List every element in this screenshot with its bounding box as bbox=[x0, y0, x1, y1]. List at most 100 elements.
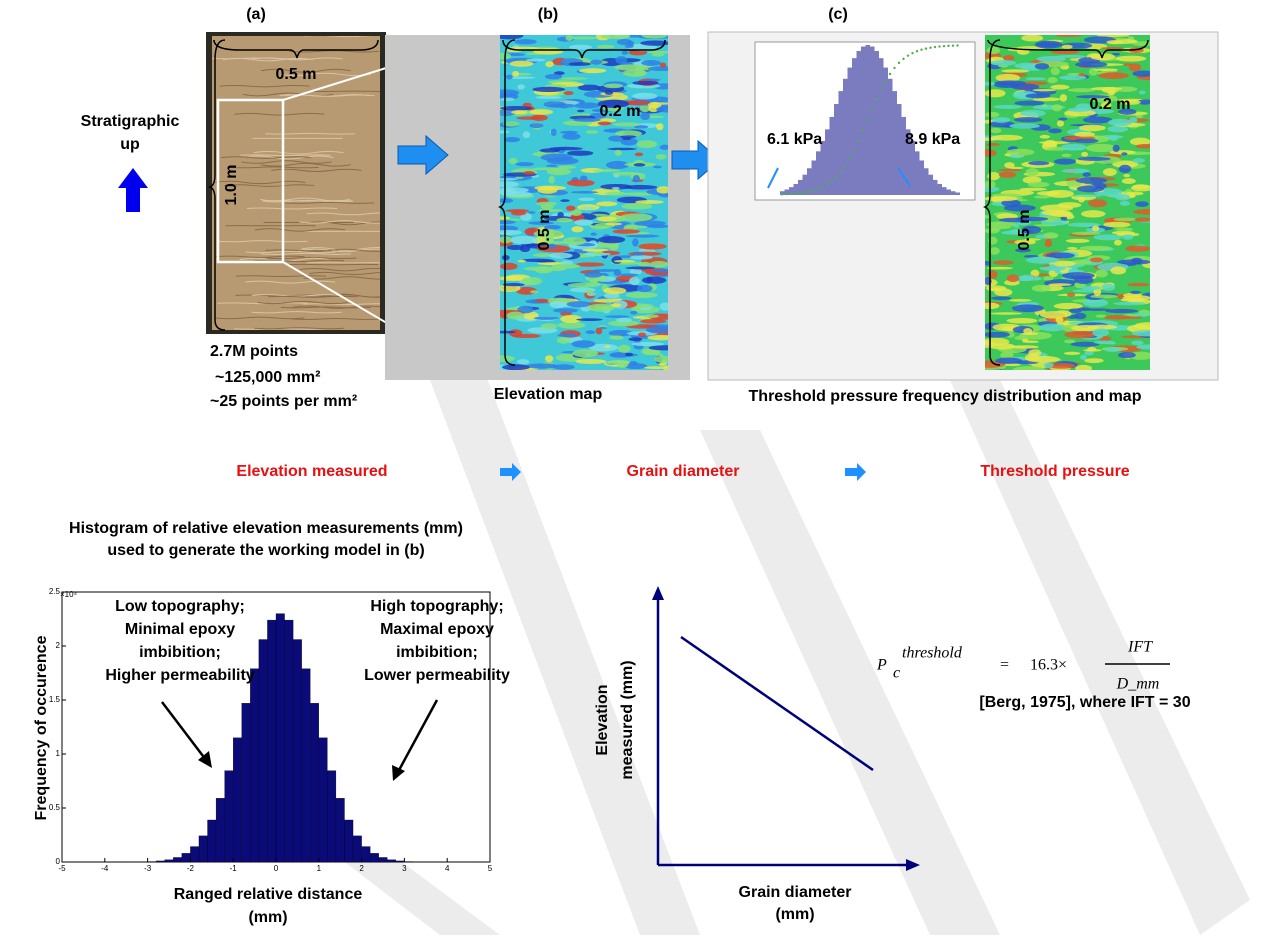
map-patch bbox=[612, 122, 641, 127]
map-patch bbox=[1059, 75, 1087, 81]
map-patch bbox=[642, 348, 661, 355]
map-patch bbox=[629, 277, 640, 286]
map-patch bbox=[1114, 239, 1122, 246]
inset-bar bbox=[861, 46, 866, 196]
map-patch bbox=[1091, 225, 1100, 232]
inset-dot bbox=[875, 97, 878, 101]
map-patch bbox=[1001, 69, 1030, 73]
map-patch bbox=[500, 191, 533, 197]
map-patch bbox=[577, 109, 585, 113]
panel-label: (b) bbox=[538, 6, 558, 23]
inset-bar bbox=[852, 58, 857, 195]
map-patch bbox=[603, 83, 623, 89]
map-patch bbox=[619, 273, 639, 277]
map-patch bbox=[638, 243, 667, 250]
map-patch bbox=[985, 196, 1018, 202]
map-patch bbox=[575, 262, 605, 267]
hist-bar bbox=[344, 819, 354, 863]
pressure-label: 6.1 kPa bbox=[767, 131, 822, 148]
map-patch bbox=[1014, 239, 1036, 245]
map-patch bbox=[1048, 264, 1056, 268]
map-patch bbox=[1076, 185, 1105, 193]
x-tick-label: 5 bbox=[488, 864, 493, 873]
inset-dot bbox=[821, 185, 824, 189]
map-patch bbox=[549, 103, 576, 108]
map-patch bbox=[549, 252, 573, 259]
map-patch bbox=[603, 287, 627, 295]
map-patch bbox=[1107, 118, 1133, 127]
map-patch bbox=[1041, 210, 1072, 216]
formula-superscript: threshold bbox=[902, 645, 963, 662]
map-patch bbox=[1082, 298, 1109, 307]
map-patch bbox=[1112, 301, 1146, 306]
map-patch bbox=[1115, 227, 1134, 232]
map-patch bbox=[1055, 35, 1082, 37]
map-patch bbox=[526, 211, 536, 214]
inset-bar bbox=[919, 160, 924, 195]
map-patch bbox=[992, 260, 1014, 265]
map-patch bbox=[552, 263, 581, 269]
map-patch bbox=[639, 104, 651, 113]
map-patch bbox=[1053, 302, 1083, 310]
map-patch bbox=[997, 168, 1023, 172]
texture-line bbox=[228, 166, 319, 169]
map-patch bbox=[639, 319, 667, 324]
map-patch bbox=[1019, 187, 1047, 191]
map-patch bbox=[1006, 317, 1038, 324]
map-patch bbox=[1121, 152, 1128, 156]
inset-bar bbox=[811, 160, 816, 195]
inset-bar bbox=[834, 104, 839, 195]
map-patch bbox=[1080, 210, 1106, 218]
map-patch bbox=[1039, 311, 1068, 319]
map-patch bbox=[1102, 168, 1117, 177]
map-patch bbox=[600, 35, 631, 40]
map-patch bbox=[590, 59, 603, 65]
hist-bar bbox=[284, 619, 294, 863]
map-patch bbox=[609, 335, 624, 340]
map-patch bbox=[503, 121, 520, 127]
map-patch bbox=[641, 60, 661, 66]
map-patch bbox=[632, 80, 659, 86]
inset-bar bbox=[942, 187, 947, 195]
map-patch bbox=[637, 332, 647, 337]
inset-dot bbox=[798, 191, 802, 195]
map-patch bbox=[531, 167, 560, 171]
map-patch bbox=[989, 343, 1015, 350]
inset-bar bbox=[798, 179, 803, 195]
texture-line bbox=[260, 162, 351, 167]
map-patch bbox=[989, 247, 1000, 255]
hist-bar bbox=[335, 798, 345, 863]
texture-line bbox=[240, 154, 331, 157]
map-patch bbox=[1095, 269, 1108, 278]
formula-coefficient: 16.3× bbox=[1030, 657, 1067, 674]
map-patch bbox=[1066, 247, 1078, 250]
map-patch bbox=[572, 349, 599, 358]
hist-bar bbox=[370, 853, 379, 863]
map-patch bbox=[528, 221, 554, 225]
map-patch bbox=[505, 74, 513, 80]
inset-bar bbox=[825, 129, 830, 195]
texture-line bbox=[224, 184, 315, 187]
map-patch bbox=[625, 266, 656, 270]
x-tick-label: 0 bbox=[274, 864, 279, 873]
map-patch bbox=[1111, 52, 1121, 56]
map-patch bbox=[1122, 295, 1150, 301]
inset-bar bbox=[901, 116, 906, 195]
map-patch bbox=[1060, 143, 1087, 151]
map-patch bbox=[621, 203, 653, 210]
map-patch bbox=[500, 355, 516, 362]
map-patch bbox=[651, 53, 665, 57]
workflow-step: Threshold pressure bbox=[980, 463, 1129, 480]
map-patch bbox=[577, 84, 601, 91]
dimension-label: 0.2 m bbox=[600, 103, 641, 120]
threshold-map bbox=[985, 35, 1150, 370]
texture-line bbox=[284, 201, 375, 204]
map-patch bbox=[1067, 107, 1092, 112]
map-patch bbox=[1107, 342, 1116, 345]
map-patch bbox=[1070, 259, 1092, 265]
map-patch bbox=[1122, 316, 1143, 320]
map-patch bbox=[1129, 137, 1150, 146]
map-patch bbox=[585, 330, 596, 335]
map-patch bbox=[1129, 290, 1141, 294]
texture-line bbox=[254, 228, 346, 232]
